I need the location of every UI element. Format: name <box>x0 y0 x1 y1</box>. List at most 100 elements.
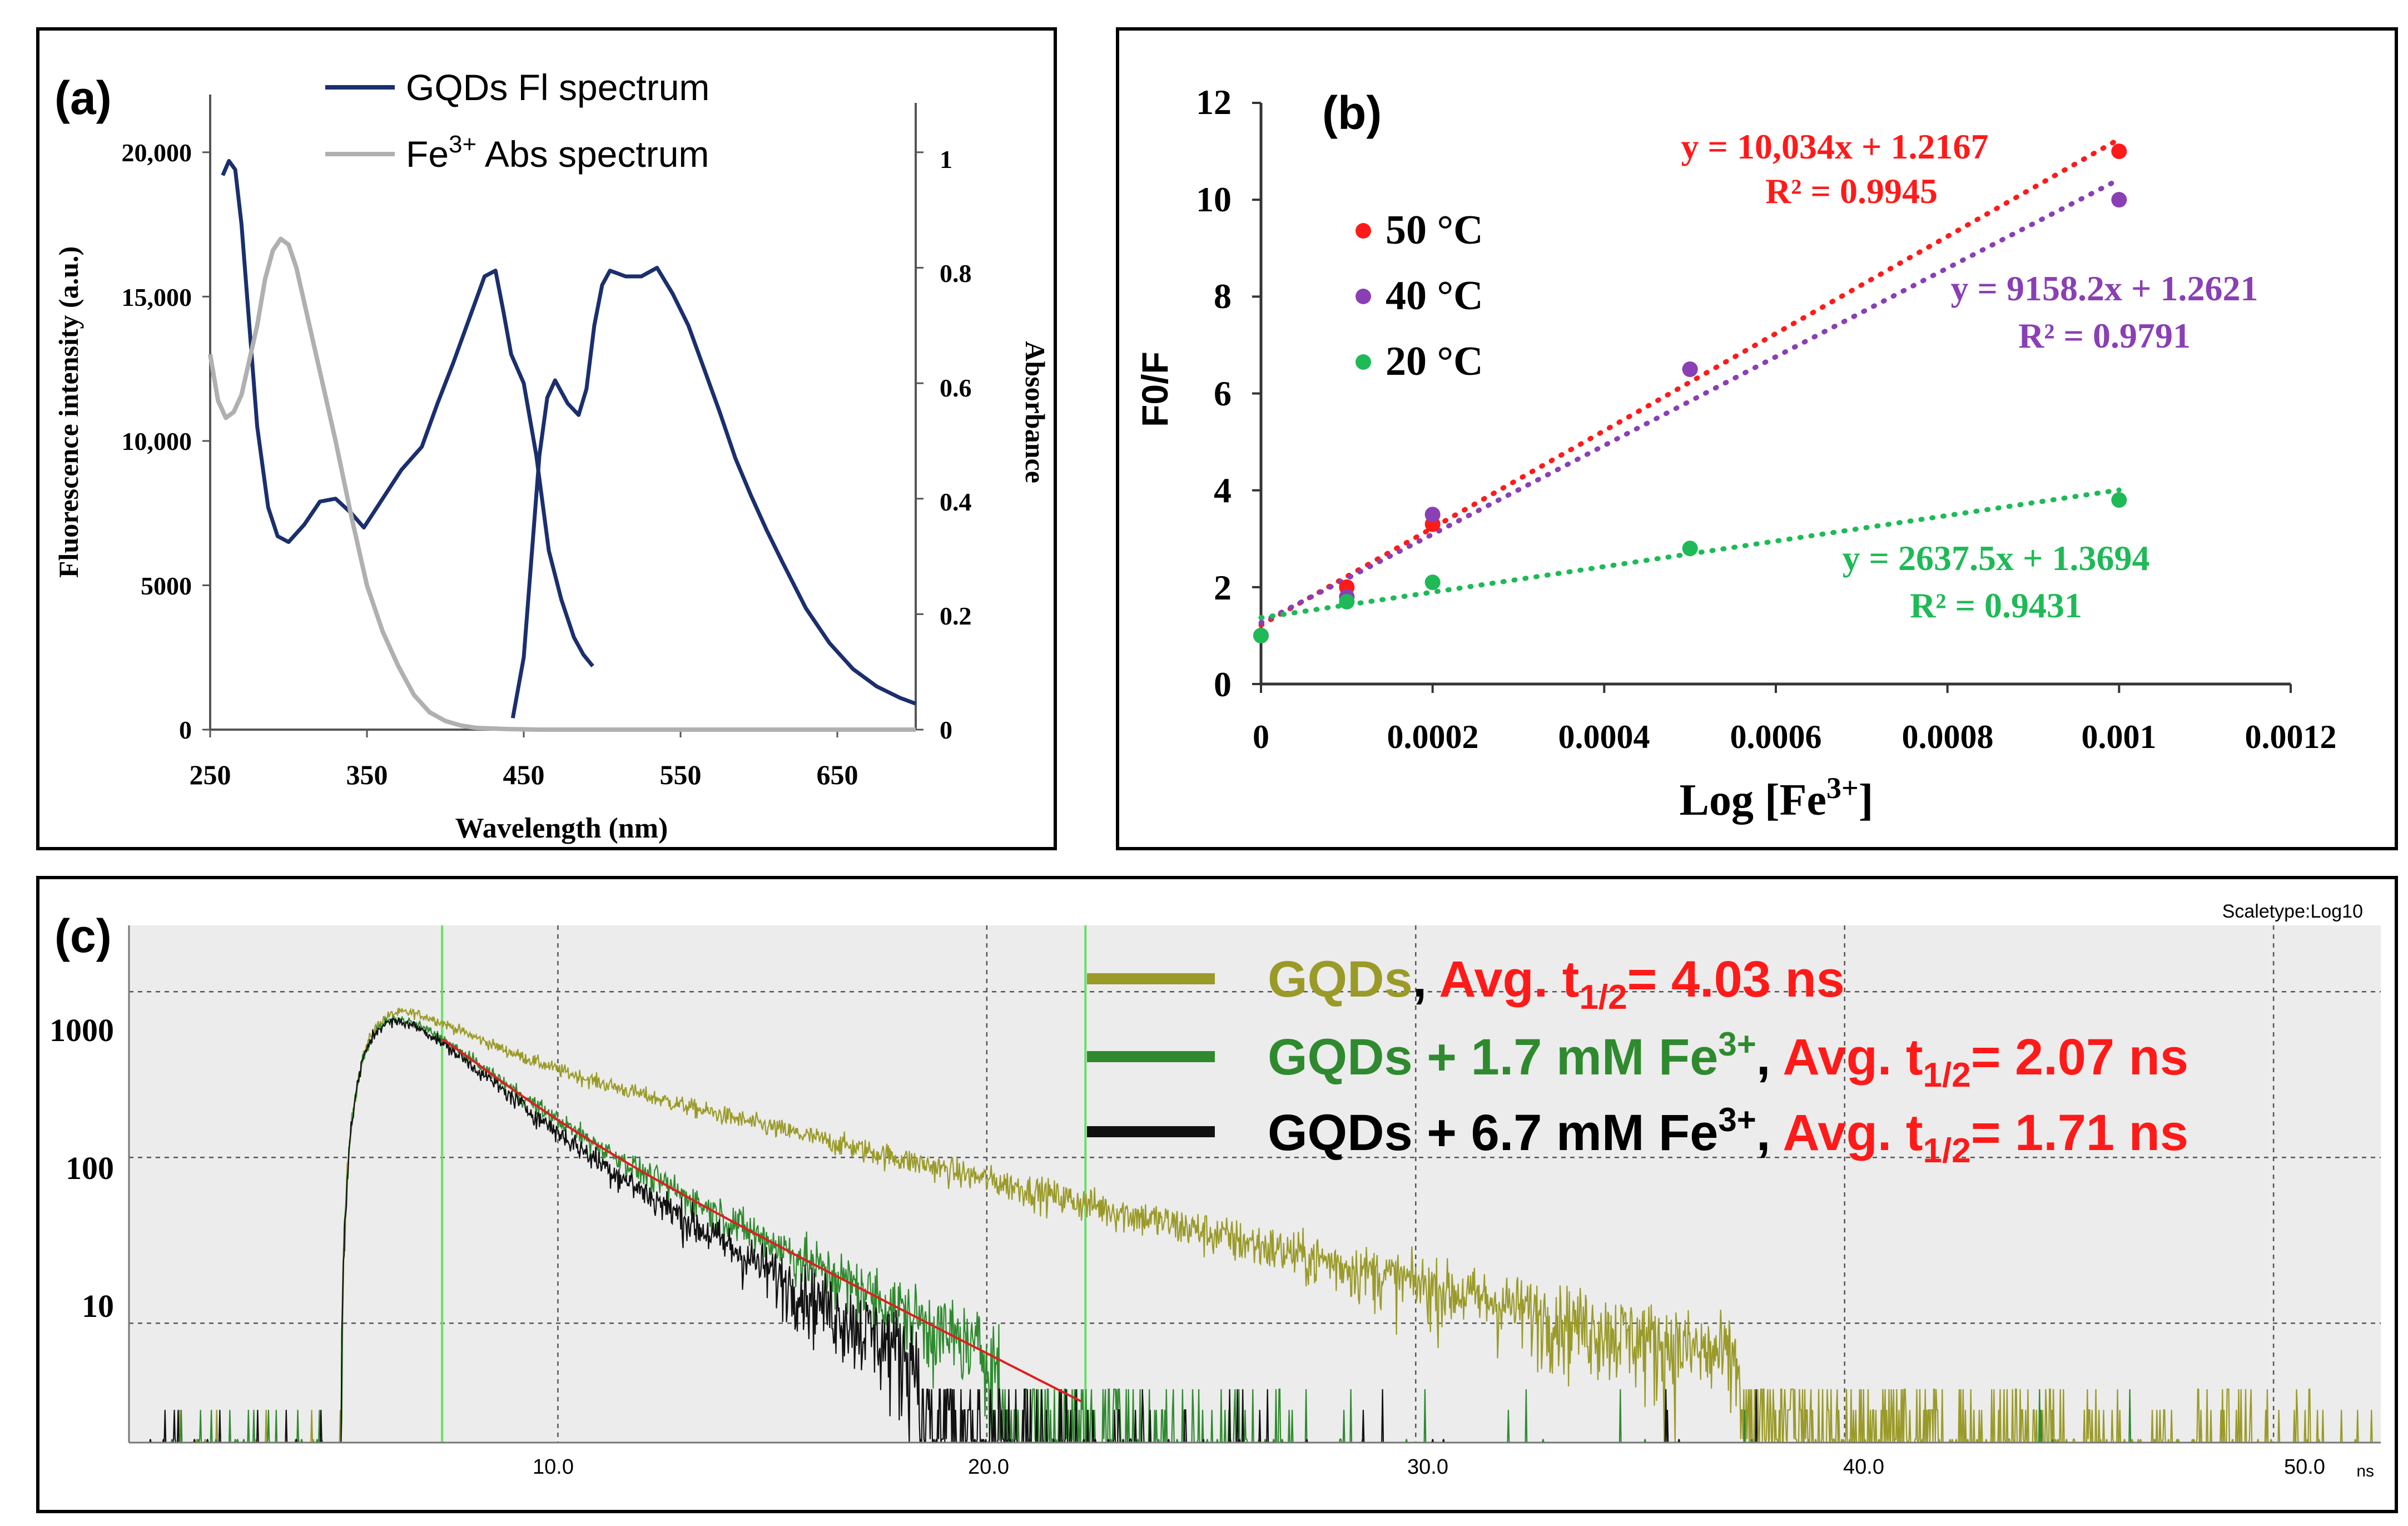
a-y2tick-label: 0.8 <box>940 259 972 288</box>
a-legend-abs-prefix: Fe <box>406 133 449 175</box>
b-xtick-label: 0.0008 <box>1902 719 1994 755</box>
a-xtick-label: 650 <box>817 759 858 790</box>
panel-b-frame <box>1116 27 2398 850</box>
b-xtick-label: 0.0002 <box>1387 719 1479 755</box>
c-legend-67mm: GQDs + 6.7 mM Fe3+, Avg. t1/2= 1.71 ns <box>1268 1101 2188 1170</box>
c-legend-gqds: GQDs, Avg. t1/2= 4.03 ns <box>1268 951 1845 1017</box>
b-legend-marker-50 <box>1356 223 1371 239</box>
b-y-axis-title: F0/F <box>1134 351 1175 427</box>
panel-b-x-tick-labels: 0 0.0002 0.0004 0.0006 0.0008 0.001 0.00… <box>1253 719 2337 755</box>
c-xtick-label: 10.0 <box>533 1455 574 1479</box>
c-ytick-label: 10 <box>82 1288 114 1324</box>
panel-a-x-tick-labels: 250 350 450 550 650 <box>190 759 858 790</box>
c-legend-gqds-comma: , <box>1413 951 1427 1008</box>
a-xtick-label: 250 <box>190 759 231 790</box>
b-xtick-label: 0 <box>1253 719 1269 755</box>
b-ytick-label: 0 <box>1214 665 1232 704</box>
b-ytick-label: 6 <box>1214 374 1232 413</box>
panel-a-y-tick-labels: 0 5000 10,000 15,000 20,000 <box>122 138 192 744</box>
b-point-2 <box>2111 492 2127 508</box>
b-point-0 <box>2111 143 2127 160</box>
a-legend-abs-suffix: Abs spectrum <box>476 133 709 175</box>
c-legend-67mm-value: = 1.71 ns <box>1971 1104 2188 1161</box>
a-y2tick-label: 1 <box>940 145 952 174</box>
panel-c-frame <box>36 876 2398 1513</box>
a-series-line-1 <box>510 266 917 719</box>
b-ytick-label: 12 <box>1196 82 1232 122</box>
a-ytick-label: 5000 <box>141 572 192 600</box>
b-point-1 <box>1424 507 1441 523</box>
b-legend-marker-40 <box>1356 289 1371 304</box>
c-legend-67mm-sup: 3+ <box>1718 1101 1756 1138</box>
panel-a-y2-tick-labels: 0 0.2 0.4 0.6 0.8 1 <box>940 145 972 744</box>
b-xtick-label: 0.0006 <box>1730 719 1822 755</box>
a-panel-label: (a) <box>54 72 112 124</box>
b-eq-20: y = 2637.5x + 1.3694 <box>1843 538 2150 578</box>
a-series-line-0 <box>221 158 594 668</box>
c-scaletype: Scaletype:Log10 <box>2222 901 2363 922</box>
a-series-line-2 <box>208 236 916 732</box>
c-legend-67mm-sub: 1/2 <box>1923 1132 1971 1170</box>
a-xtick-label: 350 <box>346 759 388 790</box>
c-legend-17mm-value: = 2.07 ns <box>1971 1029 2188 1086</box>
b-xtick-label: 0.0004 <box>1558 719 1650 755</box>
panel-c-legend: GQDs, Avg. t1/2= 4.03 ns GQDs + 1.7 mM Fe… <box>1087 951 2188 1170</box>
b-point-2 <box>1682 541 1698 557</box>
b-r2-40: R² = 0.9791 <box>2018 316 2191 355</box>
b-ytick-label: 10 <box>1196 180 1232 219</box>
b-x-axis-title: Log [Fe3+] <box>1680 771 1874 825</box>
c-legend-67mm-comma: , <box>1756 1104 1771 1161</box>
a-x-axis-title: Wavelength (nm) <box>455 812 668 844</box>
c-fit-curve <box>441 1038 1082 1403</box>
c-xtick-label: 30.0 <box>1407 1455 1448 1479</box>
c-legend-17mm-avg: Avg. t <box>1783 1029 1923 1086</box>
a-y2tick-label: 0.2 <box>940 602 972 630</box>
a-xtick-label: 450 <box>503 759 545 790</box>
c-xtick-label: 20.0 <box>968 1455 1009 1479</box>
a-y2tick-label: 0.4 <box>940 488 972 516</box>
panel-b-ticks <box>1252 102 2292 693</box>
b-ytick-label: 4 <box>1214 470 1232 510</box>
a-ytick-label: 20,000 <box>122 138 192 167</box>
b-eq-40: y = 9158.2x + 1.2621 <box>1951 269 2258 308</box>
b-ytick-label: 8 <box>1214 276 1232 316</box>
c-ytick-label: 100 <box>66 1150 114 1186</box>
b-point-1 <box>2111 192 2127 208</box>
b-legend-20: 20 °C <box>1386 339 1483 384</box>
b-point-1 <box>1682 361 1698 377</box>
a-y2tick-label: 0 <box>940 716 952 744</box>
c-x-unit: ns <box>2356 1462 2374 1480</box>
b-point-2 <box>1253 627 1269 643</box>
b-eq-50: y = 10,034x + 1.2167 <box>1681 127 1989 166</box>
panel-c-x-tick-labels: 10.0 20.0 30.0 40.0 50.0 <box>533 1455 2325 1479</box>
c-legend-17mm-sup: 3+ <box>1718 1025 1756 1063</box>
c-legend-17mm: GQDs + 1.7 mM Fe3+, Avg. t1/2= 2.07 ns <box>1268 1025 2188 1094</box>
c-panel-label: (c) <box>54 910 112 962</box>
c-plot-area <box>129 925 2381 1443</box>
b-fit-line-0 <box>1258 136 2122 628</box>
c-legend-gqds-sub: 1/2 <box>1579 978 1627 1017</box>
a-legend-abs: Fe3+ Abs spectrum <box>406 131 709 175</box>
c-decay-curve-0 <box>142 1007 2376 1444</box>
a-y-axis-title: Fluorescence intensity (a.u.) <box>53 246 84 578</box>
panel-c-y-tick-labels: 10 100 1000 <box>49 1012 114 1324</box>
panel-b-y-tick-labels: 0 2 4 6 8 10 12 <box>1196 82 1232 704</box>
panel-a-frame <box>36 27 1057 850</box>
b-r2-50: R² = 0.9945 <box>1765 171 1938 211</box>
b-xtick-label: 0.001 <box>2082 719 2157 755</box>
a-legend-fl: GQDs Fl spectrum <box>406 67 709 108</box>
b-ytick-label: 2 <box>1214 568 1232 607</box>
b-legend-50: 50 °C <box>1386 207 1483 253</box>
b-xtick-label: 0.0012 <box>2245 719 2337 755</box>
a-ytick-label: 10,000 <box>122 427 192 455</box>
panel-a: 250 350 450 550 650 0 5000 10,000 15,000… <box>36 27 1057 850</box>
b-legend-40: 40 °C <box>1386 273 1483 319</box>
b-xlabel-close: ] <box>1859 776 1874 825</box>
c-xtick-label: 40.0 <box>1843 1455 1884 1479</box>
b-panel-label: (b) <box>1322 87 1382 139</box>
b-legend-marker-20 <box>1356 354 1371 370</box>
a-ytick-label: 15,000 <box>122 283 192 311</box>
panel-a-ticks <box>202 151 924 737</box>
b-point-2 <box>1424 574 1441 591</box>
